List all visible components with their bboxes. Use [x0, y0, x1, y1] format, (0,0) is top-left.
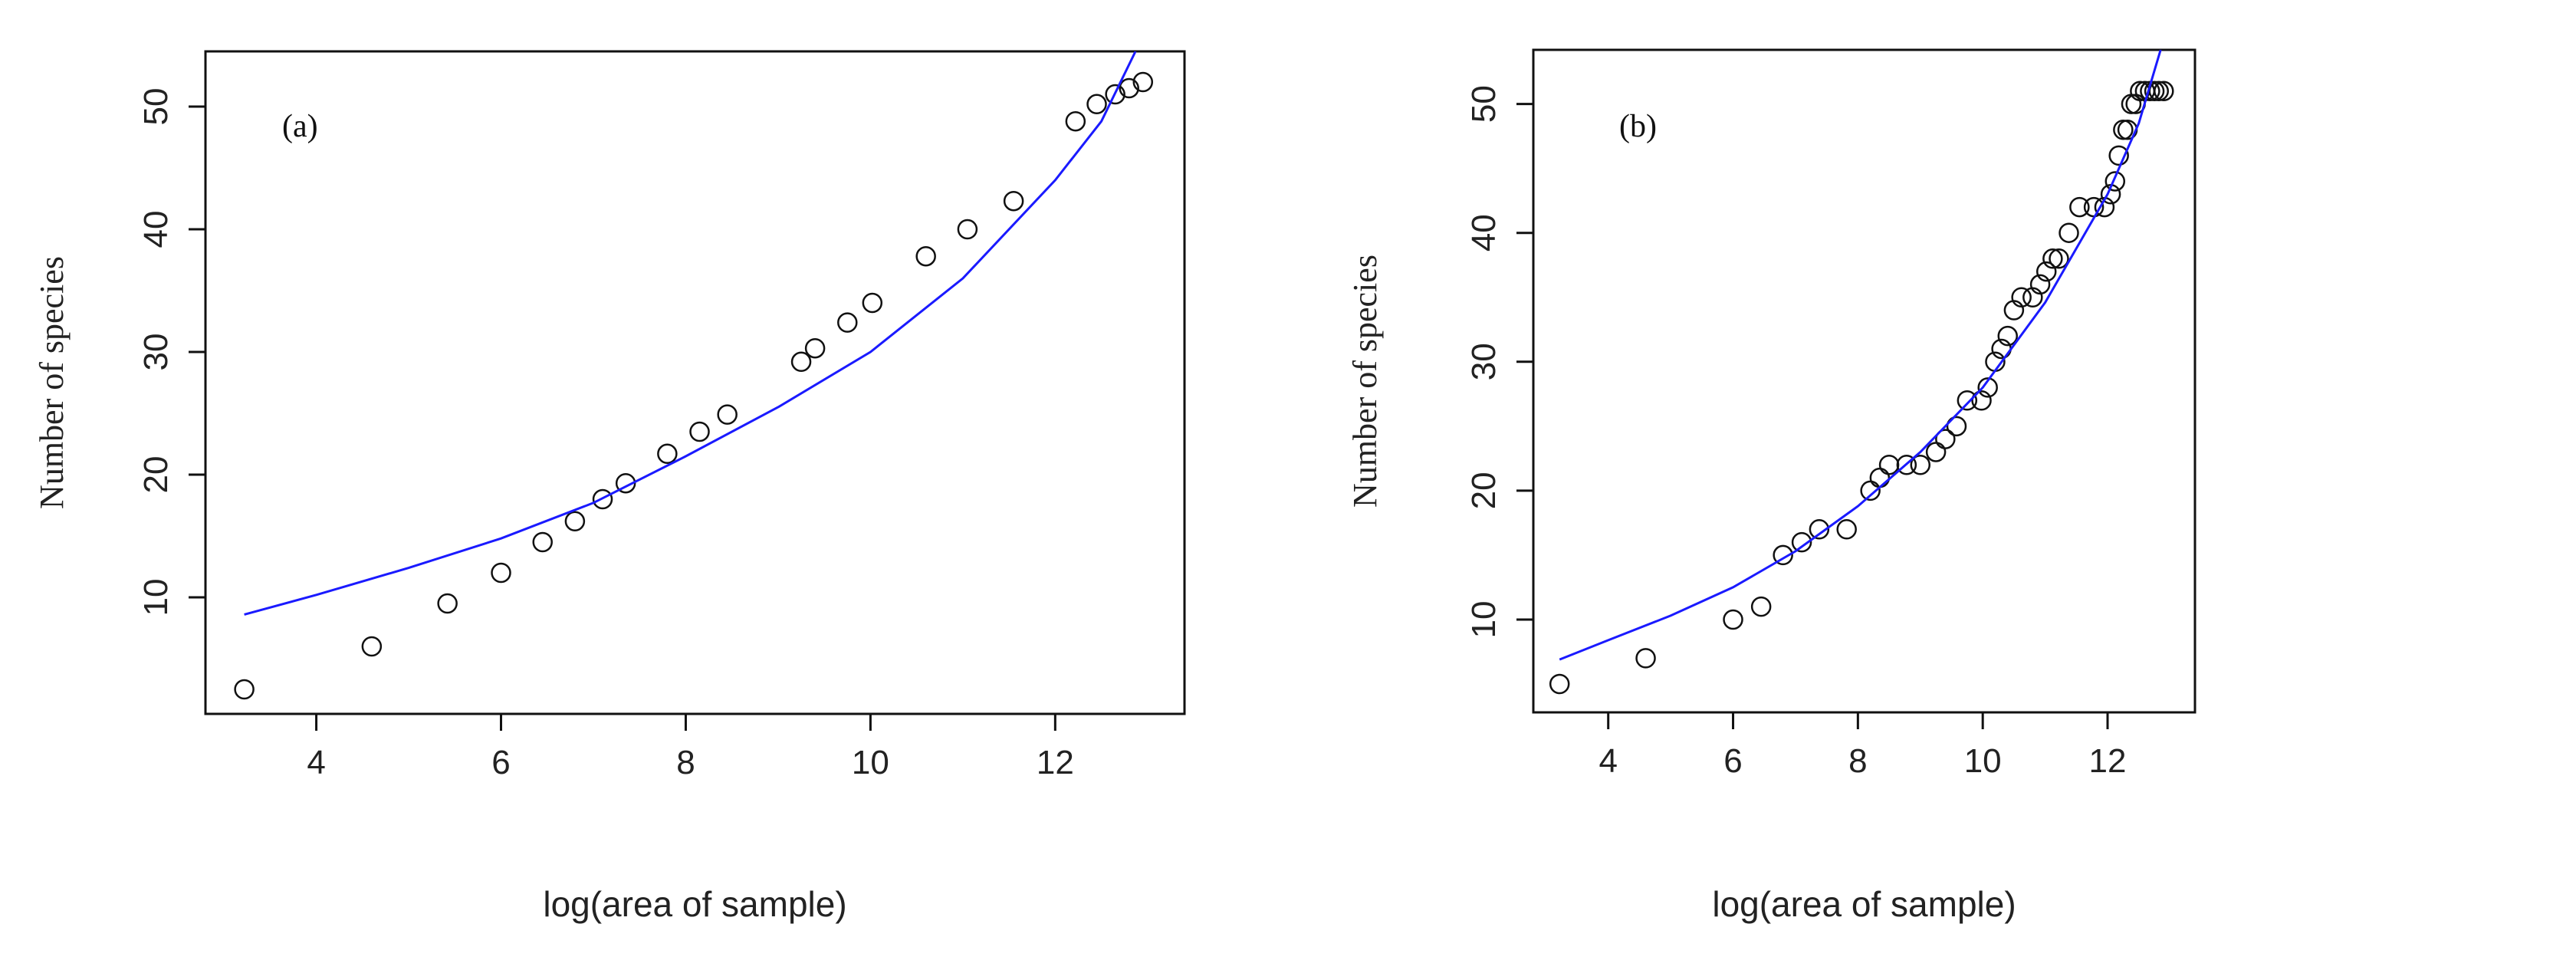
- y-tick-label: 30: [137, 334, 175, 371]
- data-point: [862, 292, 883, 314]
- x-tick-label: 6: [491, 744, 510, 781]
- plot-frame: [1532, 48, 2196, 714]
- data-point: [592, 488, 613, 510]
- data-point: [1836, 519, 1857, 540]
- data-point: [1809, 519, 1830, 540]
- data-point: [615, 472, 636, 494]
- x-tick-label: 10: [852, 744, 889, 781]
- data-point: [2108, 145, 2129, 166]
- y-axis-title: Number of species: [1346, 255, 1384, 508]
- data-point: [2104, 171, 2126, 192]
- y-tick-label: 20: [137, 456, 175, 494]
- data-point: [1065, 110, 1086, 132]
- data-point: [1896, 455, 1917, 475]
- y-tick-label: 20: [1465, 472, 1503, 509]
- data-point: [1773, 544, 1793, 566]
- data-point: [1549, 673, 1570, 695]
- data-point: [689, 421, 710, 442]
- data-point: [1946, 416, 1967, 437]
- data-point: [1910, 455, 1931, 475]
- chart-panel-b: 4 6 8 10 12 10 20 30 40 50 log(area of sample) Numb…: [1346, 48, 2196, 924]
- data-point: [2113, 119, 2134, 140]
- x-tick-label: 10: [1964, 742, 2002, 780]
- data-point: [1723, 609, 1743, 630]
- panel-label: (b): [1619, 109, 1657, 144]
- y-tick-label: 10: [137, 579, 175, 617]
- data-point: [1791, 531, 1812, 553]
- data-point: [1878, 455, 1900, 475]
- data-point: [532, 531, 553, 553]
- plot-frame: [204, 50, 1186, 715]
- x-tick-label: 8: [1848, 742, 1867, 780]
- y-tick-label: 40: [1465, 214, 1503, 252]
- chart-panel-a: 4 6 8 10 12 10 20 30 40 50 log(area of sample) Numb…: [33, 50, 1186, 924]
- data-point: [717, 404, 738, 425]
- data-point: [2154, 81, 2174, 102]
- fit-line: [244, 51, 1137, 616]
- data-point: [2144, 81, 2165, 102]
- x-tick-label: 6: [1723, 742, 1742, 780]
- data-point: [1957, 390, 1978, 411]
- data-point: [1977, 377, 1998, 398]
- data-point: [790, 351, 812, 373]
- data-point: [1635, 648, 1656, 669]
- data-point: [2069, 196, 2090, 218]
- data-point: [657, 443, 678, 465]
- data-point: [2029, 274, 2051, 295]
- y-tick-label: 40: [137, 211, 175, 248]
- data-point: [2058, 222, 2079, 243]
- y-axis-title: Number of species: [33, 256, 71, 509]
- data-point: [491, 562, 511, 584]
- x-tick-label: 8: [676, 744, 695, 781]
- data-point: [804, 337, 826, 359]
- data-point: [1119, 77, 1139, 99]
- panel-label: (a): [282, 109, 318, 144]
- fit-line: [1559, 50, 2162, 661]
- data-point: [2011, 287, 2032, 307]
- data-point: [957, 219, 978, 240]
- data-point: [1997, 325, 2019, 347]
- data-point: [1086, 94, 1107, 115]
- data-point: [1925, 442, 1947, 462]
- data-point: [915, 245, 936, 267]
- x-axis-title: log(area of sample): [1712, 884, 2016, 924]
- data-point: [2148, 81, 2170, 102]
- data-point: [1003, 190, 1024, 212]
- y-tick-label: 30: [1465, 343, 1503, 380]
- data-point: [2049, 248, 2069, 269]
- data-point: [2036, 261, 2057, 282]
- x-tick-label: 4: [307, 744, 325, 781]
- y-tick-label: 50: [137, 88, 175, 126]
- y-tick-label: 10: [1465, 600, 1503, 638]
- data-point: [1935, 429, 1956, 449]
- data-point: [564, 511, 586, 532]
- data-point: [1971, 390, 1992, 411]
- x-tick-label: 12: [2089, 742, 2127, 780]
- data-point: [1869, 467, 1891, 488]
- data-point: [234, 679, 255, 700]
- data-point: [361, 636, 383, 657]
- data-point: [837, 312, 858, 333]
- data-point: [437, 593, 458, 614]
- x-axis-title: log(area of sample): [543, 884, 846, 924]
- data-point: [1750, 596, 1772, 617]
- data-point: [2042, 248, 2063, 269]
- data-point: [1132, 71, 1154, 93]
- y-tick-label: 50: [1465, 85, 1503, 123]
- data-point: [1105, 84, 1125, 105]
- x-tick-label: 4: [1598, 742, 1617, 780]
- x-tick-label: 12: [1037, 744, 1074, 781]
